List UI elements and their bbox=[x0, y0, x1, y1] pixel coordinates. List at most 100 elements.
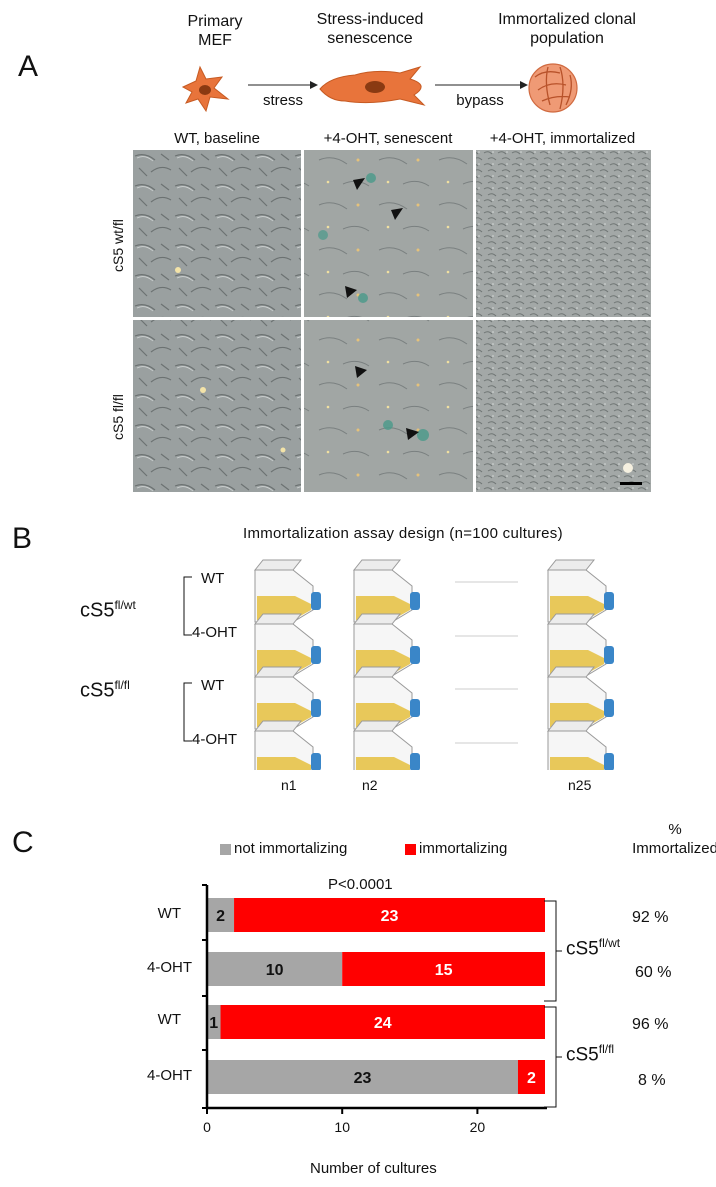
culture-label-n2: n2 bbox=[362, 777, 378, 793]
arrow-label-bypass: bypass bbox=[456, 92, 504, 109]
culture-label-n1: n1 bbox=[281, 777, 297, 793]
stage-senescence-line2: senescence bbox=[327, 30, 413, 47]
x-tick-label: 0 bbox=[203, 1119, 211, 1135]
flask-icon bbox=[547, 559, 615, 623]
bar-segment-immortalizing bbox=[517, 1060, 545, 1094]
bracket-label-fl-fl-sup: fl/fl bbox=[598, 1042, 615, 1056]
condition-label: WT bbox=[201, 570, 225, 587]
percent-value: 8 % bbox=[638, 1072, 666, 1089]
arrowhead-marker-icon bbox=[345, 286, 357, 298]
micrograph-senescent-bottom bbox=[304, 320, 473, 492]
stage-primary-line1: Primary bbox=[187, 13, 243, 30]
flask-icon bbox=[254, 559, 322, 623]
clonal-population-icon bbox=[528, 63, 578, 113]
bar-value-label: 23 bbox=[354, 1070, 372, 1087]
assay-title: Immortalization assay design (n=100 cult… bbox=[243, 525, 563, 542]
arrowhead-marker-icon bbox=[391, 208, 403, 220]
flask-icon bbox=[254, 666, 322, 730]
flask-icon bbox=[254, 720, 322, 770]
x-axis-title: Number of cultures bbox=[310, 1160, 437, 1177]
scale-bar bbox=[620, 482, 642, 485]
arrow-label-stress: stress bbox=[262, 92, 303, 109]
row-label-wt-fl: cS5 wt/fl bbox=[110, 219, 126, 272]
flask-icon bbox=[547, 720, 615, 770]
percent-value: 60 % bbox=[635, 964, 672, 981]
percent-header-line1: % bbox=[668, 821, 682, 838]
condition-label: WT bbox=[201, 677, 225, 694]
percent-header-line2: Immortalized bbox=[632, 840, 716, 857]
flask-icon bbox=[353, 720, 421, 770]
arrowhead-marker-icon bbox=[406, 428, 419, 440]
p-value-annotation: P<0.0001 bbox=[328, 876, 393, 893]
bar-segment-not-immortalizing bbox=[207, 952, 343, 986]
arrowhead-marker-icon bbox=[353, 178, 365, 190]
bar-value-label: 10 bbox=[266, 962, 284, 979]
x-tick-label: 10 bbox=[334, 1119, 350, 1135]
panel-a-letter: A bbox=[18, 50, 39, 83]
flask-icon bbox=[547, 666, 615, 730]
legend-swatch-not-immortalizing bbox=[220, 844, 231, 855]
flask-icon bbox=[353, 559, 421, 623]
micrograph-immortalized-bottom bbox=[476, 320, 651, 492]
bracket-label-fl-wt: cS5fl/wt bbox=[566, 936, 620, 960]
flask-icon bbox=[353, 666, 421, 730]
bar-segment-not-immortalizing bbox=[207, 1060, 518, 1094]
bar-segment-not-immortalizing bbox=[207, 898, 235, 932]
arrow-bypass-icon bbox=[520, 81, 528, 89]
bar-value-label: 24 bbox=[374, 1015, 392, 1032]
legend-label-immortalizing: immortalizing bbox=[419, 840, 508, 857]
x-tick-label: 20 bbox=[470, 1119, 486, 1135]
micrograph-wt-baseline-bottom bbox=[133, 320, 301, 492]
arrow-stress-icon bbox=[310, 81, 318, 89]
col-label-wt-baseline: WT, baseline bbox=[174, 130, 260, 147]
percent-value: 92 % bbox=[632, 909, 669, 926]
condition-label: 4-OHT bbox=[192, 624, 237, 641]
percent-value: 96 % bbox=[632, 1016, 669, 1033]
bar-segment-immortalizing bbox=[342, 952, 545, 986]
bar-value-label: 23 bbox=[381, 908, 399, 925]
primary-mef-nucleus-icon bbox=[199, 85, 211, 95]
col-label-immortalized: +4-OHT, immortalized bbox=[489, 130, 636, 147]
bar-value-label: 2 bbox=[216, 908, 225, 925]
chart-legend: not immortalizing immortalizing bbox=[220, 840, 540, 860]
group-label-fl-fl-sup: fl/fl bbox=[114, 678, 130, 692]
bar-segment-immortalizing bbox=[234, 898, 546, 932]
panel-b-letter: B bbox=[12, 522, 33, 555]
stage-senescence-line1: Stress-induced bbox=[316, 11, 424, 28]
legend-swatch-immortalizing bbox=[405, 844, 416, 855]
bar-segment-not-immortalizing bbox=[207, 1005, 221, 1039]
legend-label-not-immortalizing: not immortalizing bbox=[234, 840, 348, 857]
stage-primary-mef: Primary MEF bbox=[170, 12, 260, 50]
col-label-senescent: +4-OHT, senescent bbox=[323, 130, 453, 147]
group-label-fl-fl: cS5fl/fl bbox=[80, 678, 130, 703]
panel-c-letter: C bbox=[12, 826, 34, 859]
condition-label: 4-OHT bbox=[192, 731, 237, 748]
bracket-label-fl-fl: cS5fl/fl bbox=[566, 1042, 614, 1066]
category-label: 4-OHT bbox=[147, 959, 192, 976]
category-label: WT bbox=[157, 905, 181, 922]
group-label-fl-fl-text: cS5 bbox=[80, 679, 115, 702]
stage-primary-line2: MEF bbox=[198, 32, 232, 49]
arrowhead-marker-icon bbox=[355, 366, 367, 378]
micrograph-wt-baseline-top bbox=[133, 150, 301, 317]
group-label-fl-wt-sup: fl/wt bbox=[114, 598, 136, 612]
cell-schematic bbox=[181, 63, 578, 113]
culture-label-n25: n25 bbox=[568, 777, 592, 793]
bracket-label-fl-wt-sup: fl/wt bbox=[598, 936, 621, 950]
micrograph-grid bbox=[133, 150, 651, 492]
group-label-fl-wt: cS5fl/wt bbox=[80, 598, 136, 623]
bracket-label-fl-wt-text: cS5 bbox=[566, 938, 599, 960]
assay-flask-grid bbox=[183, 559, 615, 770]
bracket-label-fl-fl-text: cS5 bbox=[566, 1044, 599, 1066]
stage-immortalized: Immortalized clonal population bbox=[482, 10, 652, 48]
micrograph-immortalized-top bbox=[476, 150, 651, 317]
senescent-nucleus-icon bbox=[365, 81, 385, 93]
bar-value-label: 1 bbox=[209, 1015, 218, 1032]
bar-segment-immortalizing bbox=[220, 1005, 545, 1039]
group-label-fl-wt-text: cS5 bbox=[80, 599, 115, 622]
category-label: WT bbox=[157, 1011, 181, 1028]
micrograph-senescent-top bbox=[304, 150, 473, 317]
stage-immortalized-line2: population bbox=[530, 30, 604, 47]
percent-immortalized-header: % Immortalized bbox=[630, 820, 716, 858]
